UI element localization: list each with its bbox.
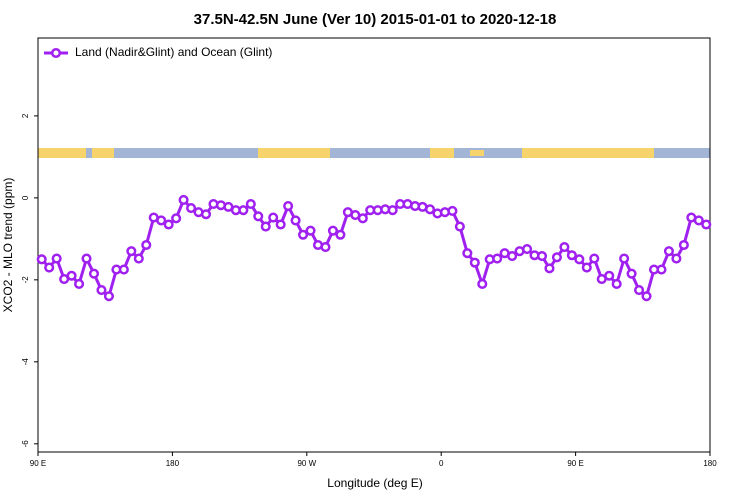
data-point <box>604 270 615 281</box>
data-point <box>81 253 92 264</box>
x-tick-label: 90 E <box>567 459 583 468</box>
data-point <box>492 253 503 264</box>
data-point <box>536 251 548 262</box>
x-tick-label: 90 E <box>30 459 46 468</box>
data-point <box>133 253 144 264</box>
data-point <box>544 263 555 274</box>
data-point <box>141 239 152 251</box>
data-point <box>320 241 331 253</box>
data-point <box>581 262 592 273</box>
data-point <box>619 253 630 264</box>
data-point <box>163 219 174 230</box>
data-point <box>641 291 652 302</box>
land-band <box>258 148 330 158</box>
data-point <box>200 209 212 220</box>
data-point <box>253 211 264 222</box>
data-point <box>566 250 577 261</box>
data-point <box>559 241 570 253</box>
data-point <box>507 251 518 262</box>
data-point <box>469 257 480 268</box>
data-point <box>290 215 301 226</box>
data-point <box>126 246 137 257</box>
y-tick-label: 2 <box>21 113 30 118</box>
data-point <box>74 278 85 289</box>
data-point <box>671 253 682 264</box>
data-point <box>462 248 473 259</box>
x-tick-label: 180 <box>703 459 717 468</box>
data-point <box>454 221 465 232</box>
y-tick-label: 0 <box>21 195 30 200</box>
data-point <box>551 252 562 263</box>
chart-title: 37.5N-42.5N June (Ver 10) 2015-01-01 to … <box>194 11 557 28</box>
data-point <box>51 253 62 264</box>
data-point <box>238 205 249 216</box>
data-point <box>663 246 674 257</box>
x-tick-label: 90 W <box>297 459 316 468</box>
ocean-band <box>38 148 710 158</box>
data-point <box>118 264 129 275</box>
land-band <box>92 148 114 158</box>
land-band <box>522 148 654 158</box>
data-point <box>275 219 286 230</box>
y-tick-label: -2 <box>21 276 30 284</box>
data-point <box>66 270 77 281</box>
x-tick-label: 0 <box>439 459 444 468</box>
data-point <box>335 229 346 240</box>
plot-frame <box>37 37 711 453</box>
y-axis-label: XCO2 - MLO trend (ppm) <box>1 178 15 313</box>
data-point <box>186 203 197 214</box>
data-point <box>96 285 107 296</box>
data-point <box>245 198 256 210</box>
data-point <box>701 219 712 230</box>
data-point <box>283 201 294 212</box>
data-point <box>178 194 189 205</box>
y-tick-label: -4 <box>21 358 30 366</box>
data-point <box>424 204 436 215</box>
data-point <box>171 213 182 224</box>
data-point <box>36 254 47 265</box>
land-band <box>38 148 86 158</box>
legend-label: Land (Nadir&Glint) and Ocean (Glint) <box>75 45 272 59</box>
data-point <box>357 213 368 224</box>
data-point <box>327 225 338 236</box>
data-point <box>305 225 316 236</box>
data-point <box>44 262 55 273</box>
data-point <box>268 212 279 223</box>
data-point <box>260 221 271 232</box>
data-point <box>477 278 488 289</box>
data-point <box>447 205 458 217</box>
x-axis-label: Longitude (deg E) <box>327 476 422 490</box>
data-point <box>103 291 114 302</box>
data-point <box>656 264 667 275</box>
data-point <box>88 268 100 279</box>
data-point <box>156 215 167 226</box>
data-point <box>678 239 689 251</box>
x-tick-label: 180 <box>166 459 180 468</box>
y-tick-label: -6 <box>21 440 30 448</box>
data-point <box>522 244 533 255</box>
data-point <box>574 254 585 265</box>
data-point <box>298 229 309 240</box>
data-point <box>387 205 398 216</box>
land-band <box>430 148 454 158</box>
land-band <box>470 150 484 156</box>
series-line <box>40 198 707 298</box>
legend-marker <box>50 47 62 59</box>
data-point <box>589 253 600 264</box>
land-ocean-strip <box>38 148 710 158</box>
data-point <box>693 215 704 226</box>
data-point <box>634 285 645 296</box>
data-point <box>626 268 637 279</box>
data-point <box>611 278 622 289</box>
